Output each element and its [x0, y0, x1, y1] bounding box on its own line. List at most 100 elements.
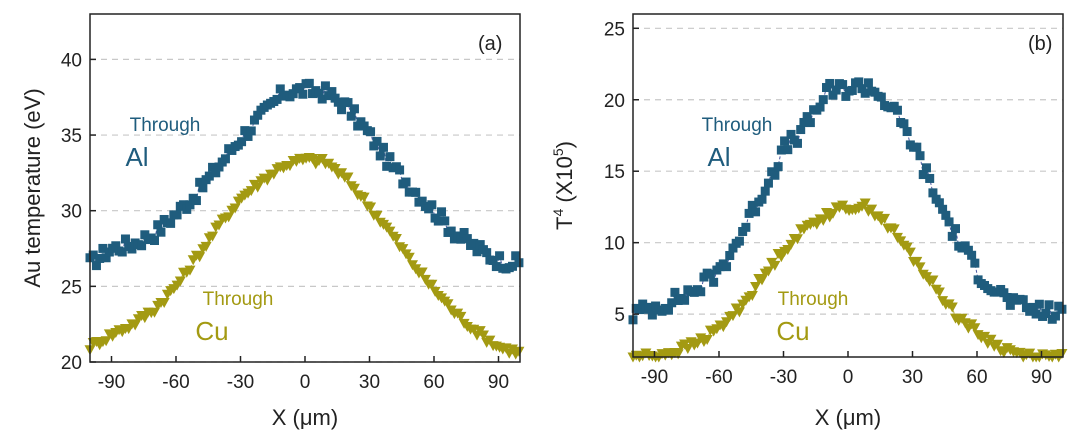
data-point-square: [511, 251, 521, 261]
data-point-square: [372, 136, 382, 146]
data-point-triangle: [682, 344, 694, 355]
series-line: [89, 156, 520, 355]
data-point-square: [514, 258, 524, 268]
data-point-square: [249, 115, 259, 125]
data-point-square: [98, 243, 108, 253]
data-point-square: [734, 236, 744, 246]
y-tick-label: 20: [604, 91, 625, 112]
data-point-square: [815, 102, 825, 112]
data-point-square: [482, 248, 492, 258]
data-point-triangle: [194, 252, 206, 263]
data-point-square: [818, 95, 828, 105]
y-tick-label: 10: [604, 234, 625, 255]
data-point-square: [757, 194, 767, 204]
data-point-square: [246, 126, 256, 136]
data-point-triangle: [946, 302, 958, 313]
x-tick-label: -90: [98, 372, 125, 393]
panel-b: -90 -60 -30 0 30 60 90 5 10 15 20 25 (b) X (μm) T4…: [550, 13, 1068, 430]
data-point-square: [725, 251, 735, 261]
data-point-triangle: [888, 224, 900, 235]
annotation-cu-through: Through: [778, 289, 849, 310]
y-axis-label-sup2: 5: [550, 148, 566, 156]
data-point-triangle: [979, 331, 991, 342]
data-point-square: [320, 81, 330, 91]
data-point-square: [456, 234, 466, 244]
data-point-triangle: [426, 279, 438, 290]
data-point-square: [680, 295, 690, 305]
data-point-square: [385, 152, 395, 162]
x-tick-label: 0: [843, 367, 854, 388]
data-point-square: [805, 118, 815, 128]
y-axis-label: Au temperature (eV): [20, 88, 45, 287]
data-point-square: [437, 207, 447, 217]
data-point-square: [185, 200, 195, 210]
data-point-square: [1018, 295, 1028, 305]
x-tick-label: 30: [359, 372, 380, 393]
data-point-square: [1057, 304, 1067, 314]
data-point-square: [395, 165, 405, 175]
data-point-square: [744, 208, 754, 218]
data-point-triangle: [879, 213, 891, 224]
data-point-triangle: [769, 260, 781, 271]
data-point-triangle: [348, 183, 360, 194]
data-point-square: [462, 234, 472, 244]
data-point-square: [346, 111, 356, 121]
data-point-square: [747, 200, 757, 210]
data-point-square: [156, 227, 166, 237]
x-axis-label: X (μm): [815, 405, 881, 430]
data-point-square: [204, 171, 214, 181]
data-point-square: [944, 217, 954, 227]
data-point-square: [663, 305, 673, 315]
data-point-square: [963, 245, 973, 255]
data-point-square: [411, 187, 421, 197]
data-point-triangle: [200, 241, 212, 252]
data-point-square: [876, 92, 886, 102]
data-point-square: [427, 200, 437, 210]
data-point-square: [828, 90, 838, 100]
data-point-square: [841, 91, 851, 101]
data-point-square: [220, 154, 230, 164]
data-point-square: [401, 177, 411, 187]
data-point-triangle: [866, 204, 878, 215]
data-point-square: [638, 299, 648, 309]
x-tick-label: -60: [705, 367, 732, 388]
data-point-square: [304, 78, 314, 88]
data-point-square: [491, 262, 501, 272]
x-tick-label: 90: [488, 372, 509, 393]
data-point-square: [951, 224, 960, 234]
data-point-square: [127, 244, 137, 254]
data-point-square: [198, 183, 208, 193]
data-point-square: [349, 104, 359, 114]
y-axis-label-sup: 4: [550, 209, 566, 217]
data-point-triangle: [817, 215, 829, 226]
data-point-square: [892, 105, 902, 115]
data-point-square: [88, 250, 98, 260]
data-point-square: [934, 198, 944, 208]
data-point-triangle: [100, 336, 112, 347]
data-point-square: [902, 127, 912, 137]
panel-a: -90 -60 -30 0 30 60 90 20 25 30 35 40 (a) X (μm) A…: [20, 13, 525, 430]
data-point-square: [770, 170, 780, 180]
series-layer: [84, 78, 525, 360]
data-point-square: [253, 110, 263, 120]
data-point-square: [773, 162, 783, 172]
annotation-cu: Cu: [776, 316, 809, 346]
data-point-square: [634, 305, 644, 315]
data-point-square: [941, 210, 951, 220]
data-point-triangle: [207, 231, 219, 242]
y-axis-label-t: T: [552, 217, 577, 230]
data-point-triangle: [455, 311, 467, 322]
data-point-square: [796, 125, 806, 135]
data-point-square: [999, 288, 1009, 298]
data-point-triangle: [701, 335, 713, 346]
data-point-triangle: [403, 252, 415, 263]
data-point-square: [792, 138, 802, 148]
data-point-square: [860, 88, 870, 98]
data-point-square: [459, 228, 469, 238]
x-tick-label: -30: [227, 372, 254, 393]
y-tick-label: 20: [61, 353, 82, 374]
annotation-al: Al: [707, 142, 730, 172]
data-point-square: [831, 85, 841, 95]
data-point-triangle: [416, 267, 428, 278]
data-point-triangle: [672, 349, 684, 360]
